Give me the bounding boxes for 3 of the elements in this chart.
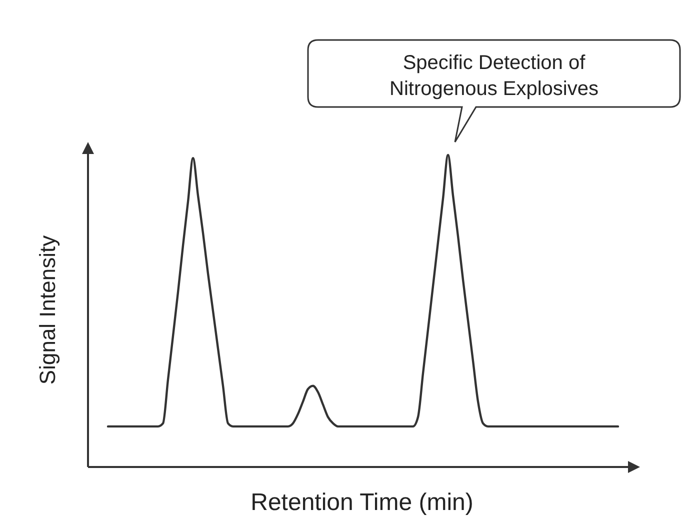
x-axis-title: Retention Time (min)	[250, 489, 474, 516]
text: Specific Detection of Nitrogenous Explosives	[390, 52, 598, 100]
y-axis-title: Signal Intensity	[35, 235, 60, 385]
